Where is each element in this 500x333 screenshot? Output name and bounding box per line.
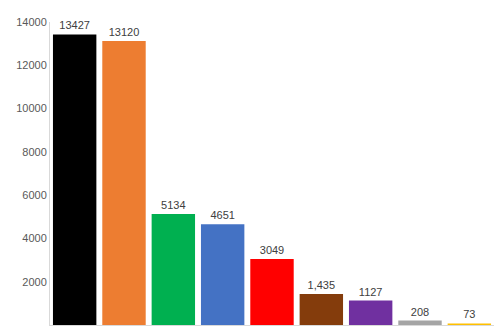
- svg-text:2000: 2000: [22, 276, 46, 288]
- svg-text:14000: 14000: [16, 16, 47, 28]
- svg-text:5134: 5134: [161, 199, 185, 211]
- svg-text:13120: 13120: [109, 26, 140, 38]
- svg-text:73: 73: [463, 308, 475, 320]
- svg-text:12000: 12000: [16, 59, 47, 71]
- svg-text:4000: 4000: [22, 232, 46, 244]
- svg-text:1,435: 1,435: [308, 279, 336, 291]
- svg-text:1127: 1127: [359, 286, 383, 298]
- svg-text:10000: 10000: [16, 102, 47, 114]
- svg-text:3049: 3049: [260, 244, 284, 256]
- svg-text:8000: 8000: [22, 146, 46, 158]
- svg-text:6000: 6000: [22, 189, 46, 201]
- svg-text:13427: 13427: [59, 19, 90, 31]
- svg-text:4651: 4651: [210, 209, 234, 221]
- svg-text:208: 208: [411, 306, 429, 318]
